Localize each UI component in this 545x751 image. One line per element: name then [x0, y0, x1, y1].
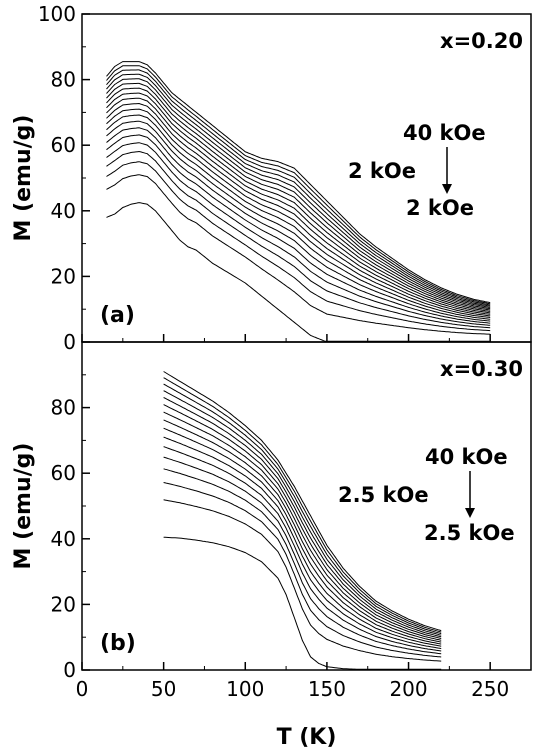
y-tick-label: 40 — [51, 199, 76, 223]
x-tick-label: 50 — [151, 677, 176, 701]
series-line — [106, 92, 491, 312]
series-line — [106, 142, 491, 326]
y-axis-label: M (emu/g) — [11, 443, 36, 570]
x-axis: 0 50 100 150 200 250 T (K) — [76, 677, 510, 750]
x-tick-label: 0 — [76, 677, 89, 701]
series-line — [163, 468, 442, 655]
series-line — [106, 78, 491, 308]
series-line — [106, 161, 491, 332]
series-line — [106, 82, 491, 310]
field-arrow-head — [442, 184, 452, 194]
x-tick-label: 100 — [226, 677, 264, 701]
series-line — [106, 97, 491, 314]
series-line — [106, 127, 491, 322]
y-tick-label: 20 — [51, 592, 76, 616]
y-tick-label: 100 — [38, 2, 76, 26]
series-line — [163, 446, 442, 649]
series-line — [163, 456, 442, 652]
series-line — [106, 61, 491, 304]
y-tick-label: 40 — [51, 527, 76, 551]
composition-label: x=0.30 — [440, 357, 523, 381]
series-line — [106, 69, 491, 306]
y-axis-label: M (emu/g) — [11, 115, 36, 242]
field-label-middle: 2.5 kOe — [338, 483, 429, 507]
series-line — [163, 377, 442, 633]
y-tick-label: 60 — [51, 133, 76, 157]
x-tick-label: 250 — [471, 677, 509, 701]
series-line — [106, 120, 491, 320]
field-arrow-head — [465, 508, 475, 518]
series-line — [106, 150, 491, 329]
series-line — [163, 411, 442, 641]
y-tick-label: 0 — [63, 330, 76, 354]
series-line — [106, 87, 491, 311]
series-line — [106, 73, 491, 307]
field-label-middle: 2 kOe — [348, 159, 416, 183]
y-tick-label: 80 — [51, 396, 76, 420]
series-line — [163, 390, 442, 636]
series-line — [163, 482, 442, 658]
series-line — [106, 114, 491, 318]
series-line — [163, 397, 442, 638]
panel-label: (a) — [100, 303, 135, 328]
field-label-top: 40 kOe — [403, 121, 486, 145]
field-label-top: 40 kOe — [425, 445, 508, 469]
composition-label: x=0.20 — [440, 29, 523, 53]
x-axis-label: T (K) — [277, 725, 337, 750]
series-line — [163, 436, 442, 647]
series-line — [163, 404, 442, 639]
series-line — [106, 102, 491, 315]
series-line — [163, 419, 442, 643]
series-line — [106, 174, 491, 335]
panel-b: 0 20 40 60 80 M (emu/g) x=0.30 (b) 40 kOe 2.5 kOe… — [11, 341, 532, 682]
series-line — [163, 499, 442, 662]
field-label-bottom: 2.5 kOe — [424, 521, 515, 545]
series-line — [163, 383, 442, 635]
panel-a: 0 20 40 60 80 100 M (emu/g) x=0.20 (a) 40 kOe 2 kO… — [11, 2, 532, 354]
y-tick-label: 20 — [51, 264, 76, 288]
field-label-bottom: 2 kOe — [406, 196, 474, 220]
series-line — [163, 371, 442, 632]
x-tick-label: 150 — [308, 677, 346, 701]
panel-label: (b) — [100, 631, 136, 656]
series-line — [163, 536, 442, 670]
y-tick-label: 0 — [63, 658, 76, 682]
y-tick-label: 60 — [51, 461, 76, 485]
y-tick-label: 80 — [51, 68, 76, 92]
series-line — [163, 427, 442, 645]
plot-frame — [81, 341, 532, 671]
x-tick-label: 200 — [389, 677, 427, 701]
series-line — [106, 134, 491, 324]
series-line — [106, 108, 491, 317]
series-line — [106, 65, 491, 305]
